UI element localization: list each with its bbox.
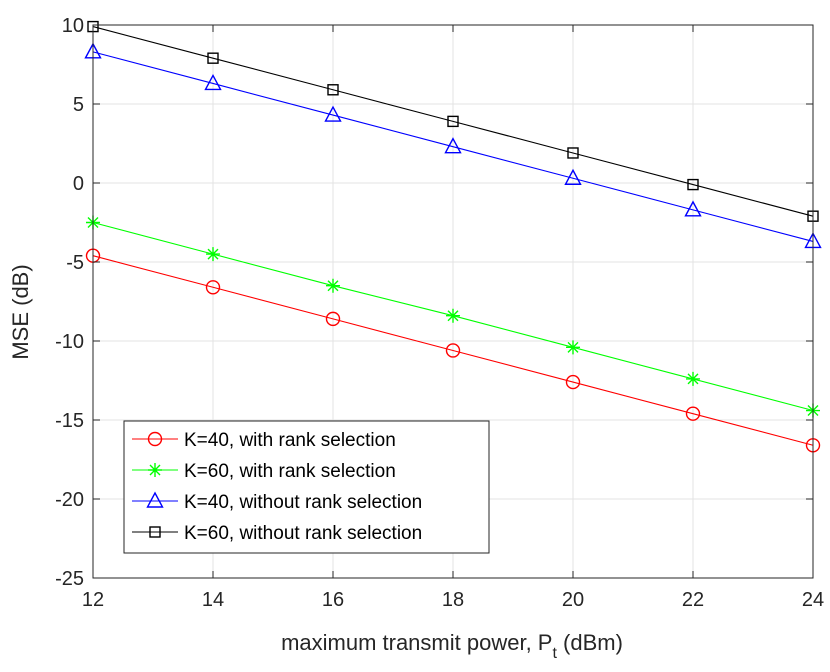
legend-marker [148,463,162,477]
legend-label: K=60, with rank selection [184,461,396,482]
data-point [686,371,700,386]
legend-marker [146,491,164,508]
y-tick-label: 5 [73,94,84,116]
x-tick-label: 16 [322,589,344,611]
legend-label: K=40, with rank selection [184,430,396,451]
legend-entry: K=40, without rank selection [132,491,422,513]
data-point [445,343,461,358]
x-tick-label: 18 [442,589,464,611]
legend-entry: K=60, with rank selection [132,461,396,482]
series-2 [86,215,820,418]
data-point [206,247,220,262]
data-point [567,147,579,159]
y-tick-label: -10 [55,331,84,353]
data-point [447,115,459,128]
data-point [565,374,581,390]
data-point [327,84,339,96]
series-line [92,51,814,242]
data-point [566,340,580,355]
data-point [324,105,342,122]
series-line [92,255,814,446]
axes [92,24,814,579]
series-3 [84,42,822,249]
series-line [92,26,814,217]
y-axis-title: MSE (dB) [8,264,33,359]
data-point [684,200,702,217]
legend-entry: K=60, without rank selection [132,523,422,544]
x-tick-label: 24 [802,589,824,611]
data-point [564,168,582,185]
legend-marker [147,431,163,447]
tick-labels: 12 14 16 18 20 22 24 10 5 0 -5 -10 -15 -20 -25 [55,15,824,611]
data-point [326,278,340,293]
y-tick-label: 0 [73,173,84,195]
legend-label: K=40, without rank selection [184,492,422,513]
legend: K=40, with rank selection K=60, with rank… [123,420,490,554]
y-tick-label: -25 [55,568,84,590]
y-tick-label: 10 [62,15,84,37]
x-tick-label: 20 [562,589,584,611]
x-axis-title: maximum transmit power, Pt (dBm) [281,630,623,662]
data-point [204,73,222,91]
data-point [207,52,219,64]
y-tick-label: -5 [66,252,84,274]
legend-entry: K=40, with rank selection [132,430,396,451]
y-tick-label: -20 [55,489,84,511]
data-point [444,137,462,154]
legend-box [123,420,490,554]
data-point [205,280,221,295]
series-1 [85,248,821,453]
data-point [687,178,699,191]
data-point [325,311,341,327]
x-tick-label: 22 [682,589,704,611]
y-tick-label: -15 [55,410,84,432]
x-tick-label: 14 [202,589,224,611]
x-tick-label: 12 [82,589,104,611]
data-point [446,308,460,323]
legend-label: K=60, without rank selection [184,523,422,544]
data-point [685,406,701,421]
series-layer [84,20,822,453]
legend-marker [149,526,161,538]
